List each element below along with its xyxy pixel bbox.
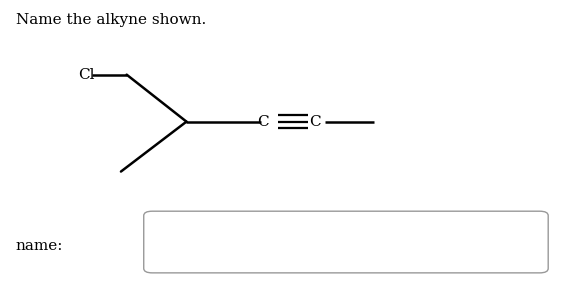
Text: name:: name: xyxy=(16,239,63,253)
FancyBboxPatch shape xyxy=(144,211,548,273)
Text: Name the alkyne shown.: Name the alkyne shown. xyxy=(16,13,206,27)
Text: Cl: Cl xyxy=(78,68,95,82)
Text: C: C xyxy=(258,115,269,129)
Text: C: C xyxy=(309,115,320,129)
